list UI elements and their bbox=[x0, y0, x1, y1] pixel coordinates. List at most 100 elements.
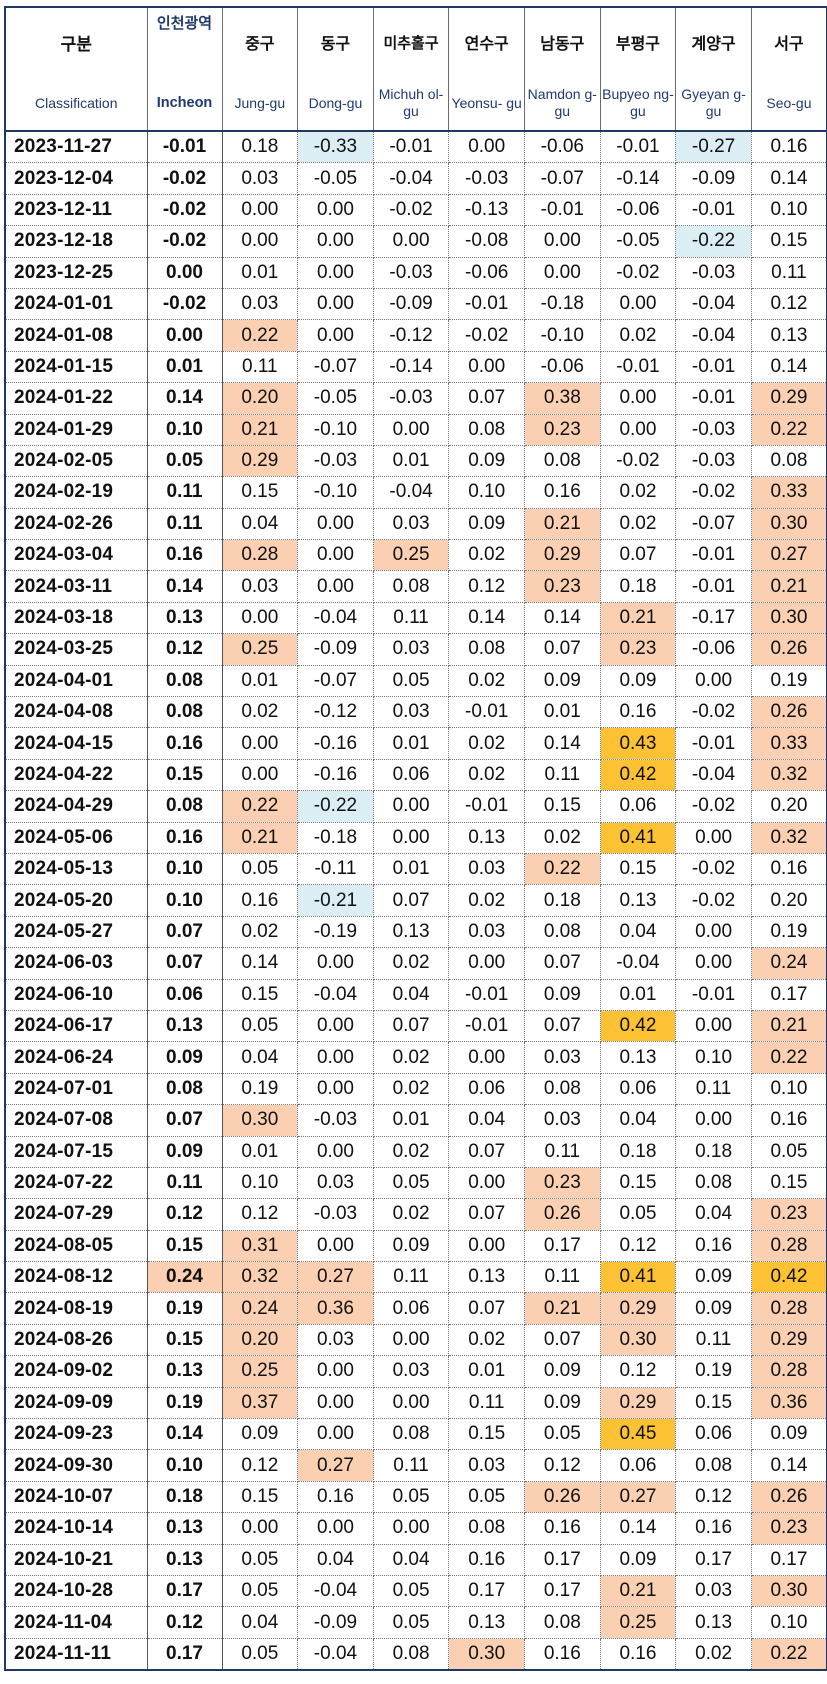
district-value-cell: -0.16 bbox=[297, 727, 374, 760]
district-value-cell: -0.04 bbox=[297, 602, 374, 635]
incheon-value-cell: 0.16 bbox=[147, 539, 223, 572]
district-value-cell: 0.02 bbox=[448, 759, 525, 792]
district-value-cell: -0.01 bbox=[675, 539, 752, 572]
district-value-cell: -0.10 bbox=[524, 319, 601, 352]
district-value-cell: 0.12 bbox=[600, 1355, 677, 1388]
table-row: 2023-12-25 0.00 0.01 0.00 -0.03 -0.06 0.00 -0.0… bbox=[5, 257, 827, 289]
district-value-cell: -0.07 bbox=[297, 665, 374, 698]
district-value-cell: -0.03 bbox=[448, 162, 525, 195]
district-value-cell: -0.02 bbox=[600, 445, 677, 478]
row-date: 2024-09-30 bbox=[5, 1449, 148, 1482]
district-value-cell: 0.03 bbox=[222, 570, 299, 603]
district-value-cell: 0.02 bbox=[448, 665, 525, 698]
district-value-cell: 0.03 bbox=[448, 853, 525, 886]
row-date: 2024-07-01 bbox=[5, 1073, 148, 1106]
district-value-cell: 0.10 bbox=[751, 1073, 827, 1106]
incheon-value-cell: 0.12 bbox=[147, 1606, 223, 1639]
district-value-cell: -0.03 bbox=[297, 1104, 374, 1137]
header-junggu-en: Jung-gu bbox=[222, 76, 299, 132]
district-value-cell: 0.04 bbox=[222, 1041, 299, 1074]
district-value-cell: 0.05 bbox=[448, 1481, 525, 1514]
table-row: 2024-01-15 0.01 0.11 -0.07 -0.14 0.00 -0.06 -0.… bbox=[5, 351, 827, 384]
district-value-cell: 0.12 bbox=[222, 1449, 299, 1482]
incheon-value-cell: 0.16 bbox=[147, 727, 223, 760]
incheon-value-cell: 0.11 bbox=[147, 476, 223, 509]
district-value-cell: 0.30 bbox=[600, 1324, 677, 1357]
district-value-cell: 0.23 bbox=[751, 1512, 827, 1545]
district-value-cell: 0.00 bbox=[448, 1167, 525, 1200]
district-value-cell: 0.43 bbox=[600, 727, 677, 760]
district-value-cell: 0.14 bbox=[751, 162, 827, 195]
district-value-cell: -0.09 bbox=[297, 1606, 374, 1639]
incheon-value-cell: -0.02 bbox=[147, 225, 223, 258]
row-date: 2023-11-27 bbox=[5, 131, 148, 164]
district-value-cell: 0.02 bbox=[448, 727, 525, 760]
district-value-cell: 0.12 bbox=[751, 288, 827, 321]
district-value-cell: 0.20 bbox=[222, 382, 299, 415]
district-value-cell: -0.02 bbox=[373, 194, 450, 227]
incheon-value-cell: 0.15 bbox=[147, 1324, 223, 1357]
district-value-cell: 0.09 bbox=[524, 979, 601, 1011]
district-value-cell: 0.07 bbox=[373, 884, 450, 917]
district-value-cell: -0.01 bbox=[448, 696, 525, 729]
district-value-cell: 0.23 bbox=[524, 414, 601, 446]
incheon-value-cell: 0.16 bbox=[147, 822, 223, 854]
district-value-cell: 0.00 bbox=[600, 382, 677, 415]
district-value-cell: 0.13 bbox=[600, 884, 677, 917]
table-row: 2024-04-15 0.16 0.00 -0.16 0.01 0.02 0.14 0.43-… bbox=[5, 727, 827, 760]
district-value-cell: 0.04 bbox=[222, 508, 299, 541]
district-value-cell: -0.02 bbox=[675, 884, 752, 917]
table-row: 2024-04-22 0.15 0.00 -0.16 0.06 0.02 0.11 0.42-… bbox=[5, 759, 827, 792]
district-value-cell: 0.00 bbox=[675, 665, 752, 698]
district-value-cell: -0.03 bbox=[297, 1198, 374, 1231]
district-value-cell: 0.17 bbox=[524, 1230, 601, 1263]
incheon-value-cell: 0.08 bbox=[147, 696, 223, 729]
district-value-cell: -0.18 bbox=[297, 822, 374, 854]
district-value-cell: 0.15 bbox=[448, 1418, 525, 1451]
row-date: 2024-11-04 bbox=[5, 1606, 148, 1639]
district-value-cell: -0.07 bbox=[524, 162, 601, 195]
district-value-cell: 0.00 bbox=[675, 822, 752, 854]
district-value-cell: 0.09 bbox=[524, 1355, 601, 1388]
district-value-cell: 0.17 bbox=[448, 1575, 525, 1608]
district-value-cell: -0.01 bbox=[600, 131, 677, 164]
incheon-value-cell: 0.11 bbox=[147, 1167, 223, 1200]
row-date: 2024-06-03 bbox=[5, 947, 148, 980]
district-value-cell: 0.41 bbox=[600, 1261, 677, 1294]
district-value-cell: 0.03 bbox=[297, 1324, 374, 1357]
district-value-cell: 0.29 bbox=[600, 1387, 677, 1420]
table-row: 2023-12-04 -0.02 0.03 -0.05 -0.04 -0.03 -0.07-… bbox=[5, 162, 827, 195]
district-value-cell: 0.08 bbox=[373, 1418, 450, 1451]
district-value-cell: -0.01 bbox=[675, 194, 752, 227]
district-value-cell: 0.36 bbox=[297, 1292, 374, 1325]
row-date: 2024-07-15 bbox=[5, 1136, 148, 1168]
district-value-cell: -0.10 bbox=[297, 476, 374, 509]
district-value-cell: 0.00 bbox=[297, 1010, 374, 1043]
district-value-cell: 0.09 bbox=[675, 1261, 752, 1294]
table-row: 2024-02-05 0.05 0.29 -0.03 0.01 0.09 0.08 -0.02… bbox=[5, 445, 827, 478]
district-value-cell: 0.00 bbox=[297, 508, 374, 541]
district-value-cell: -0.01 bbox=[448, 979, 525, 1011]
header-classification-en: Classification bbox=[5, 76, 148, 132]
table-row: 2024-09-30 0.10 0.12 0.27 0.11 0.03 0.12 0.06 0.… bbox=[5, 1449, 827, 1482]
incheon-value-cell: 0.00 bbox=[147, 257, 223, 289]
district-value-cell: 0.01 bbox=[222, 257, 299, 289]
district-value-cell: 0.08 bbox=[373, 570, 450, 603]
table-row: 2024-03-04 0.16 0.28 0.00 0.25 0.02 0.29 0.07 -0… bbox=[5, 539, 827, 572]
district-value-cell: 0.25 bbox=[222, 1355, 299, 1388]
row-date: 2024-04-08 bbox=[5, 696, 148, 729]
header-bupyeonggu-ko: 부평구 bbox=[600, 7, 677, 76]
district-value-cell: 0.21 bbox=[600, 602, 677, 635]
district-value-cell: 0.00 bbox=[297, 319, 374, 352]
district-value-cell: 0.26 bbox=[751, 1481, 827, 1514]
district-value-cell: 0.00 bbox=[297, 1387, 374, 1420]
district-value-cell: -0.06 bbox=[600, 194, 677, 227]
incheon-value-cell: 0.07 bbox=[147, 1104, 223, 1137]
district-value-cell: -0.13 bbox=[448, 194, 525, 227]
incheon-value-cell: 0.12 bbox=[147, 633, 223, 666]
district-value-cell: 0.16 bbox=[448, 1544, 525, 1576]
district-value-cell: 0.20 bbox=[751, 884, 827, 917]
district-value-cell: -0.04 bbox=[675, 288, 752, 321]
district-value-cell: 0.06 bbox=[373, 759, 450, 792]
district-value-cell: -0.14 bbox=[373, 351, 450, 384]
